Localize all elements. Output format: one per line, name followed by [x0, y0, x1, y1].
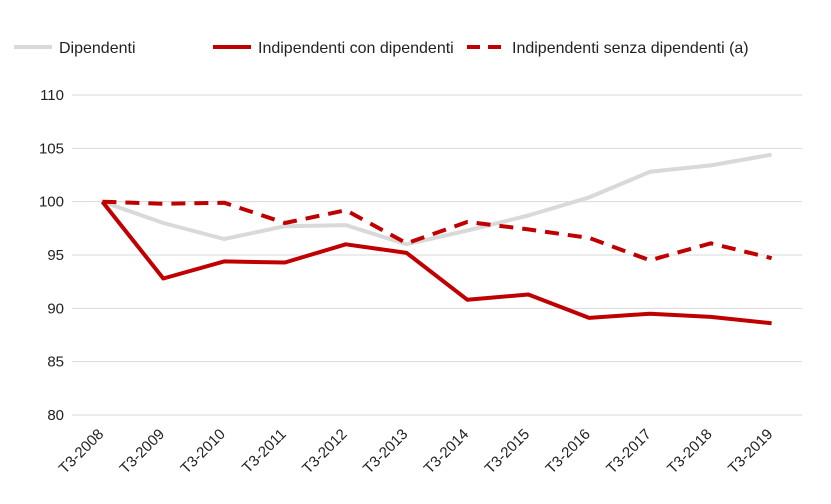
y-tick-label: 95	[47, 247, 64, 264]
gridlines	[72, 94, 802, 416]
x-tick-label: T3-2019	[725, 426, 777, 478]
x-tick-label: T3-2016	[542, 426, 594, 478]
legend-label-3: Indipendenti senza dipendenti (a)	[512, 40, 749, 57]
series-line-2	[100, 200, 772, 326]
x-tick-label: T3-2015	[482, 426, 534, 478]
x-tick-label: T3-2009	[117, 426, 169, 478]
y-tick-label: 105	[39, 140, 64, 157]
y-tick-label: 80	[47, 407, 64, 424]
legend: Dipendenti Indipendenti con dipendenti Ind…	[14, 40, 749, 57]
series-lines	[100, 152, 773, 326]
x-tick-label: T3-2014	[421, 426, 473, 478]
x-tick-label: T3-2010	[177, 426, 229, 478]
y-tick-label: 110	[40, 87, 64, 104]
y-tick-label: 90	[47, 300, 64, 317]
x-axis-ticks: T3-2008 T3-2009 T3-2010 T3-2011 T3-2012 T3-20…	[56, 426, 777, 478]
x-tick-label: T3-2011	[239, 426, 290, 477]
x-tick-label: T3-2008	[56, 426, 108, 478]
y-tick-label: 100	[39, 194, 64, 211]
series-line-3	[102, 199, 773, 263]
x-tick-label: T3-2018	[664, 426, 716, 478]
x-tick-label: T3-2017	[603, 426, 655, 478]
x-tick-label: T3-2013	[360, 426, 412, 478]
y-axis-ticks: 80 85 90 95 100 105 110	[39, 87, 64, 424]
series-line-1	[101, 152, 772, 247]
y-tick-label: 85	[47, 354, 64, 371]
x-tick-label: T3-2012	[299, 426, 351, 478]
legend-label-1: Dipendenti	[59, 40, 136, 57]
legend-label-2: Indipendenti con dipendenti	[258, 40, 454, 57]
